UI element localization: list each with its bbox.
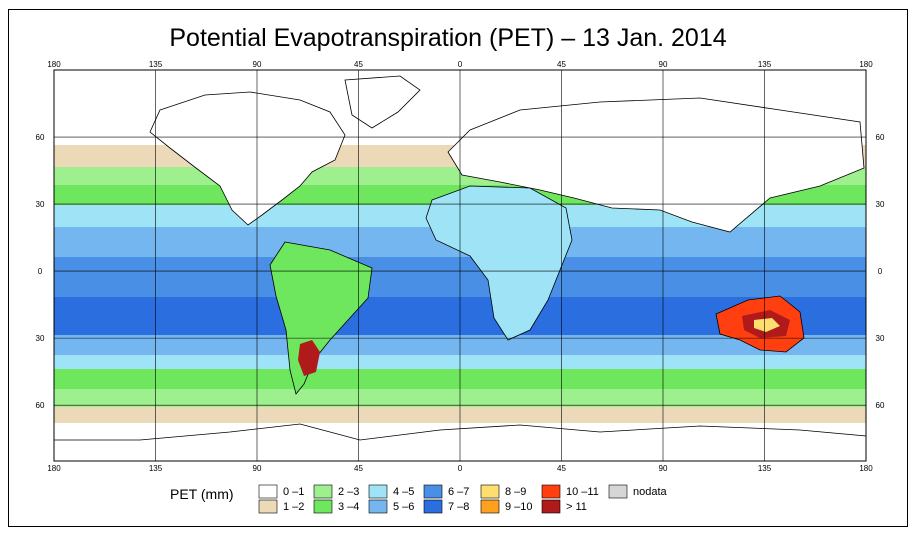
lon-tick-label-top: 0 [458,60,463,69]
legend-swatch [423,499,443,514]
lon-tick-label-bottom: 45 [557,464,566,473]
legend-label: 8 –9 [505,486,526,498]
lat-tick-label-left: 0 [38,267,43,276]
legend-label: 1 –2 [283,501,304,513]
lon-tick-label-bottom: 90 [253,464,262,473]
lat-tick-label-left: 60 [36,133,45,142]
lat-tick-label-right: 30 [876,334,885,343]
lon-tick-label-top: 135 [149,60,163,69]
lon-tick-label-bottom: 135 [149,464,163,473]
warm-australia-yellow [754,318,780,332]
lon-tick-label-top: 180 [859,60,873,69]
legend-swatch [368,499,388,514]
lon-tick-label-top: 45 [354,60,363,69]
land-eurasia [447,97,865,233]
lat-tick-label-left: 60 [36,401,45,410]
lat-tick-label-right: 60 [876,401,885,410]
lon-tick-label-top: 90 [659,60,668,69]
lat-tick-label-left: 30 [36,200,45,209]
lat-tick-label-right: 60 [876,133,885,142]
legend-label: 3 –4 [338,501,359,513]
lat-tick-label-right: 0 [878,267,883,276]
legend-swatch [258,499,278,514]
lon-tick-label-bottom: 180 [859,464,873,473]
land-north-america [149,91,346,226]
figure-frame [8,9,908,527]
legend-swatch [608,484,628,499]
map-border [53,69,867,462]
land-africa [425,185,573,341]
legend-label: 0 –1 [283,486,304,498]
lon-tick-label-bottom: 135 [758,464,772,473]
legend-label: > 11 [566,501,587,513]
legend-swatch [368,484,388,499]
legend-label: 4 –5 [393,486,414,498]
legend-swatch [541,499,561,514]
lat-tick-label-left: 30 [36,334,45,343]
legend-title: PET (mm) [170,486,234,502]
legend: PET (mm) 0 –1 1 –2 2 –3 3 –4 4 –5 5 –6 6 –7 7 –8… [170,484,668,514]
lon-tick-label-top: 90 [253,60,262,69]
lon-tick-label-bottom: 0 [458,464,463,473]
legend-swatch [258,484,278,499]
hotspot-argentina [298,340,320,376]
legend-swatch [480,499,500,514]
legend-swatch [423,484,443,499]
lon-tick-label-top: 180 [47,60,61,69]
lon-tick-label-top: 135 [758,60,772,69]
lon-tick-label-bottom: 90 [659,464,668,473]
legend-label: 6 –7 [448,486,469,498]
legend-label: nodata [633,486,668,498]
lon-tick-label-bottom: 180 [47,464,61,473]
land-greenland [344,75,421,129]
lon-tick-label-bottom: 45 [354,464,363,473]
legend-swatch [541,484,561,499]
legend-label: 2 –3 [338,486,359,498]
lon-tick-label-top: 45 [557,60,566,69]
legend-label: 5 –6 [393,501,414,513]
legend-label: 10 –11 [566,486,599,498]
map-title: Potential Evapotranspiration (PET) – 13 … [169,24,727,52]
legend-swatch [313,499,333,514]
legend-label: 9 –10 [505,501,533,513]
legend-swatch [313,484,333,499]
tick-labels: 180 180 135 135 90 90 45 45 0 0 45 45 90 90 135 135 180 1… [36,60,885,473]
legend-swatch [480,484,500,499]
lat-tick-label-right: 30 [876,200,885,209]
legend-label: 7 –8 [448,501,469,513]
